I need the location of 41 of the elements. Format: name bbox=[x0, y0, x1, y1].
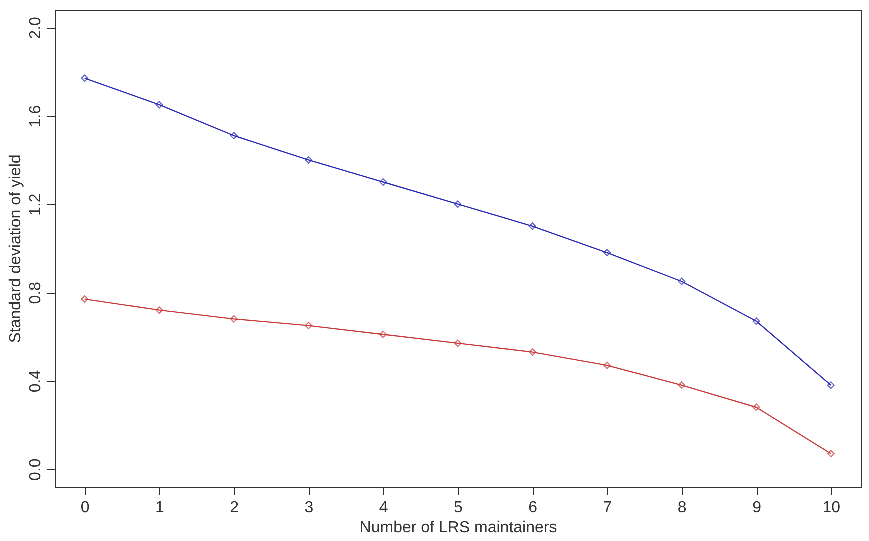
point bbox=[81, 74, 89, 82]
x-tick-label: 8 bbox=[678, 500, 687, 516]
point bbox=[678, 382, 686, 390]
point bbox=[304, 322, 313, 330]
y-tick-label: 0.8 bbox=[28, 282, 44, 304]
x-tick-label: 4 bbox=[379, 500, 388, 516]
point bbox=[752, 318, 760, 326]
y-tick-label: 1.2 bbox=[28, 194, 44, 216]
x-tick-label: 3 bbox=[304, 500, 314, 516]
point bbox=[827, 382, 835, 390]
y-tick-label: 1.6 bbox=[28, 105, 44, 128]
point bbox=[230, 315, 238, 323]
point bbox=[380, 330, 388, 338]
point bbox=[678, 278, 686, 286]
y-tick-label: 2.0 bbox=[28, 16, 44, 40]
point bbox=[81, 296, 89, 304]
point bbox=[304, 156, 313, 164]
point bbox=[603, 249, 612, 257]
point bbox=[752, 404, 760, 412]
point bbox=[454, 200, 462, 208]
x-tick-label: 5 bbox=[454, 500, 464, 516]
point bbox=[603, 362, 612, 370]
y-tick-label: 0.4 bbox=[28, 370, 44, 393]
point bbox=[230, 132, 238, 140]
point bbox=[380, 178, 388, 186]
y-tick-label: 0.0 bbox=[28, 458, 44, 481]
point bbox=[156, 101, 164, 109]
x-tick-label: 2 bbox=[230, 500, 240, 516]
x-tick-label: 0 bbox=[80, 500, 90, 516]
x-axis-title: Number of LRS maintainers bbox=[360, 520, 558, 536]
x-tick-label: 1 bbox=[156, 500, 165, 516]
x-tick-label: 7 bbox=[603, 500, 612, 516]
point bbox=[528, 348, 536, 356]
point bbox=[156, 306, 164, 314]
point bbox=[827, 450, 835, 458]
x-tick-label: 9 bbox=[752, 500, 762, 516]
point bbox=[528, 222, 536, 230]
point bbox=[454, 340, 462, 348]
x-tick-label: 10 bbox=[822, 500, 841, 516]
y-axis-title: Standard deviation of yield bbox=[8, 154, 24, 344]
x-tick-label: 6 bbox=[528, 500, 538, 516]
